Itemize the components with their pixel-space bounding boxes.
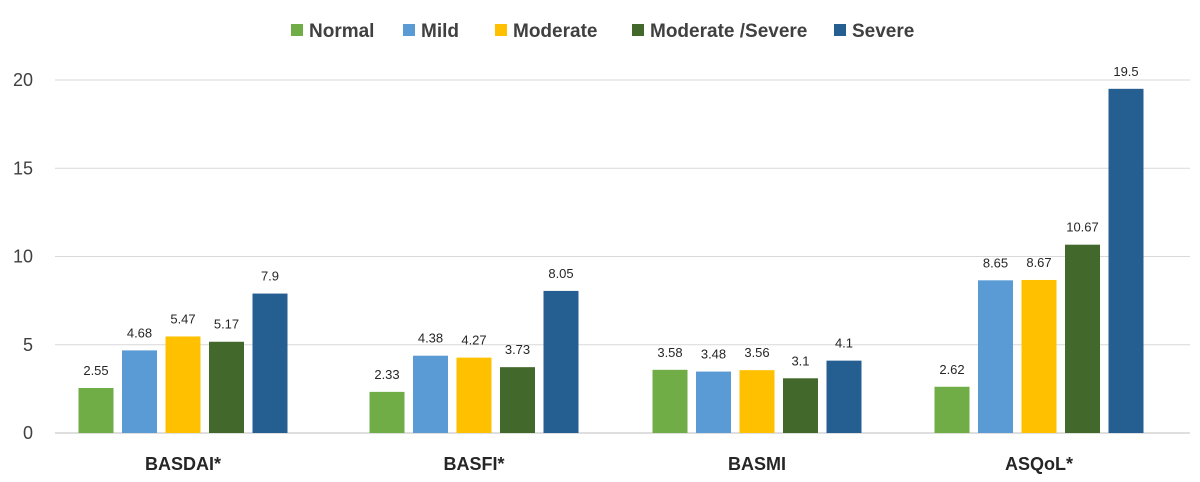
bar-basdai-normal — [78, 387, 114, 433]
data-label-asqol-moderate: 8.67 — [1026, 255, 1051, 270]
data-label-basfi-normal: 2.33 — [374, 367, 399, 382]
y-tick-label: 5 — [23, 335, 33, 355]
bar-basdai-moderate — [165, 336, 201, 433]
bar-basmi-normal — [652, 369, 688, 433]
data-label-asqol-normal: 2.62 — [939, 362, 964, 377]
data-label-basmi-moderate: 3.56 — [744, 345, 769, 360]
legend-item-severe: Severe — [834, 21, 914, 42]
bar-basfi-moderate-severe — [500, 367, 535, 433]
legend-label: Moderate — [513, 21, 597, 42]
legend-swatch — [834, 24, 846, 36]
data-label-basmi-moderate-severe: 3.1 — [791, 353, 809, 368]
data-label-asqol-severe: 19.5 — [1113, 64, 1138, 79]
bar-basfi-moderate — [456, 357, 492, 433]
data-label-basmi-mild: 3.48 — [701, 347, 726, 362]
data-label-basdai-moderate: 5.47 — [170, 311, 195, 326]
data-label-basmi-severe: 4.1 — [835, 336, 853, 351]
bar-basdai-mild — [122, 350, 157, 433]
data-label-asqol-moderate-severe: 10.67 — [1066, 220, 1099, 235]
category-label-basfi: BASFI* — [443, 454, 504, 474]
data-label-basfi-moderate: 4.27 — [461, 333, 486, 348]
bar-basfi-normal — [369, 391, 405, 433]
bar-basmi-mild — [696, 371, 731, 433]
y-axis-ticks: 0 5 10 15 20 — [13, 70, 33, 443]
legend-item-normal: Normal — [291, 21, 374, 42]
x-axis-categories: BASDAI* BASFI* BASMI ASQoL* — [145, 454, 1073, 474]
bar-basfi-mild — [413, 355, 448, 433]
data-label-basmi-normal: 3.58 — [657, 345, 682, 360]
data-label-asqol-mild: 8.65 — [983, 255, 1008, 270]
legend-swatch — [495, 24, 507, 36]
y-tick-label: 0 — [23, 423, 33, 443]
bar-basmi-moderate — [739, 370, 775, 433]
bar-asqol-moderate — [1021, 279, 1057, 433]
legend-swatch — [403, 24, 415, 36]
y-tick-label: 15 — [13, 158, 33, 178]
bar-basfi-severe — [543, 290, 579, 433]
y-tick-label: 20 — [13, 70, 33, 90]
bar-basmi-severe — [826, 360, 862, 433]
y-tick-label: 10 — [13, 247, 33, 267]
bar-basdai-moderate-severe — [209, 341, 244, 433]
legend-item-moderate: Moderate — [495, 21, 597, 42]
bar-asqol-normal — [934, 386, 970, 433]
data-label-basdai-severe: 7.9 — [261, 269, 279, 284]
bar-asqol-severe — [1108, 88, 1144, 433]
category-label-basdai: BASDAI* — [145, 454, 221, 474]
legend-label: Normal — [309, 21, 374, 42]
data-label-basdai-moderate-severe: 5.17 — [214, 317, 239, 332]
data-label-basdai-normal: 2.55 — [83, 363, 108, 378]
category-label-asqol: ASQoL* — [1005, 454, 1073, 474]
legend-item-moderate-severe: Moderate /Severe — [632, 21, 807, 42]
category-label-basmi: BASMI — [728, 454, 786, 474]
legend-label: Severe — [852, 21, 914, 42]
legend-label: Moderate /Severe — [650, 21, 807, 42]
data-label-basfi-mild: 4.38 — [418, 331, 443, 346]
legend-swatch — [291, 24, 303, 36]
bar-basdai-severe — [252, 293, 288, 433]
legend-item-mild: Mild — [403, 21, 459, 42]
legend-label: Mild — [421, 21, 459, 42]
data-label-basfi-moderate-severe: 3.73 — [505, 342, 530, 357]
bar-basmi-moderate-severe — [783, 378, 818, 433]
bar-asqol-moderate-severe — [1065, 244, 1100, 433]
legend-swatch — [632, 24, 644, 36]
bar-asqol-mild — [978, 280, 1013, 433]
data-label-basdai-mild: 4.68 — [127, 325, 152, 340]
data-label-basfi-severe: 8.05 — [548, 266, 573, 281]
bars — [78, 88, 1144, 433]
data-labels: 2.55 4.68 5.47 5.17 7.9 2.33 4.38 4.27 3.73 8.05 3… — [83, 64, 1138, 382]
chart-legend: Normal Mild Moderate Moderate /Severe Severe — [291, 21, 914, 42]
